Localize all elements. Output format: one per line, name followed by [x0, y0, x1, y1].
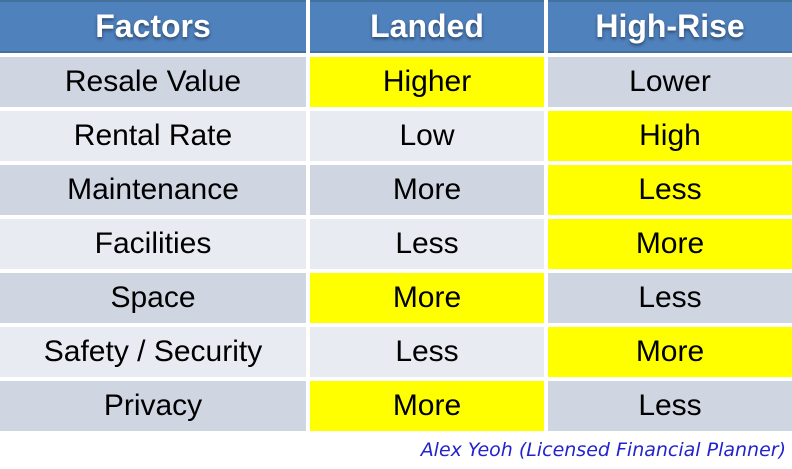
high-rise-cell: Less [548, 381, 792, 431]
landed-cell: More [310, 381, 544, 431]
high-rise-cell: Less [548, 273, 792, 323]
high-rise-cell: Less [548, 165, 792, 215]
factor-cell: Maintenance [0, 165, 306, 215]
factor-cell: Rental Rate [0, 111, 306, 161]
attribution-text: Alex Yeoh (Licensed Financial Planner) [420, 439, 786, 461]
column-header-landed: Landed [310, 0, 544, 53]
high-rise-cell: More [548, 327, 792, 377]
high-rise-cell: Lower [548, 57, 792, 107]
column-header-high-rise: High-Rise [548, 0, 792, 53]
factor-cell: Facilities [0, 219, 306, 269]
landed-cell: Less [310, 327, 544, 377]
column-header-factors: Factors [0, 0, 306, 53]
landed-cell: Higher [310, 57, 544, 107]
landed-cell: Low [310, 111, 544, 161]
high-rise-cell: High [548, 111, 792, 161]
comparison-table: Factors Landed High-Rise Resale Value Hig… [0, 0, 792, 431]
landed-cell: More [310, 273, 544, 323]
landed-cell: Less [310, 219, 544, 269]
factor-cell: Resale Value [0, 57, 306, 107]
factor-cell: Safety / Security [0, 327, 306, 377]
factor-cell: Space [0, 273, 306, 323]
footer: Alex Yeoh (Licensed Financial Planner) [0, 431, 792, 469]
landed-cell: More [310, 165, 544, 215]
high-rise-cell: More [548, 219, 792, 269]
factor-cell: Privacy [0, 381, 306, 431]
